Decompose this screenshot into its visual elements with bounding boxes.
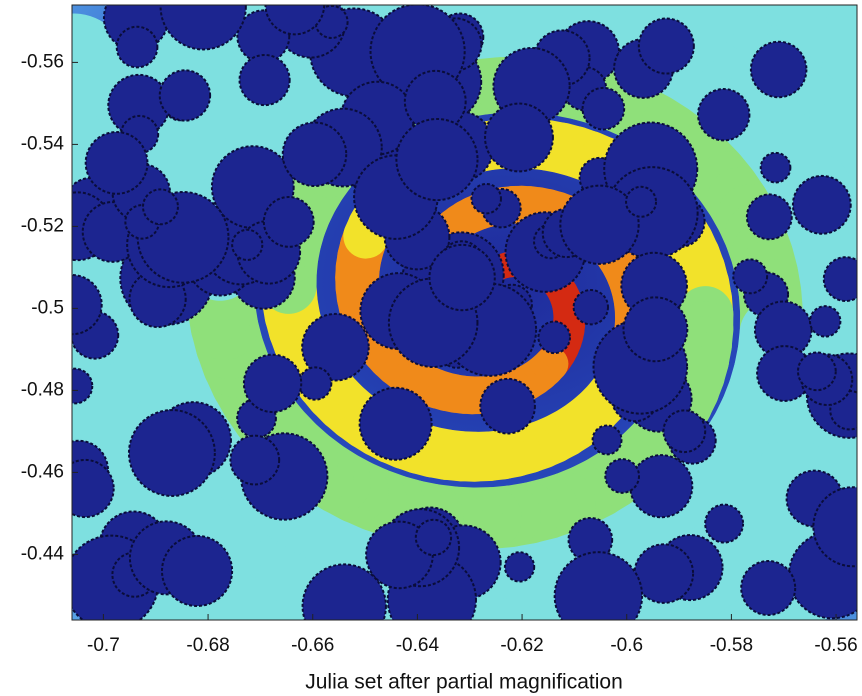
- fractal-blob: [634, 544, 693, 603]
- fractal-blob: [538, 322, 570, 354]
- fractal-blob: [741, 561, 795, 615]
- x-tick-label: -0.58: [710, 635, 753, 656]
- fractal-blob: [416, 520, 451, 555]
- fractal-blob: [472, 184, 501, 213]
- fractal-blob: [396, 119, 477, 200]
- y-tick-label: -0.52: [21, 215, 64, 236]
- fractal-blob: [143, 189, 178, 224]
- fractal-blob: [240, 55, 290, 105]
- fractal-blob: [605, 459, 639, 493]
- fractal-blob: [162, 536, 232, 606]
- fractal-blob: [299, 367, 331, 399]
- fractal-blob: [574, 290, 608, 324]
- fractal-blob: [583, 88, 625, 130]
- fractal-blob: [264, 197, 314, 247]
- x-tick-label: -0.56: [814, 635, 857, 656]
- fractal-blob: [429, 245, 494, 310]
- fractal-blob: [705, 505, 743, 543]
- fractal-blob: [129, 410, 215, 496]
- spiral-band: [34, 407, 47, 439]
- fractal-blob: [664, 410, 706, 452]
- spiral-band: [352, 625, 382, 633]
- fractal-blob: [698, 89, 749, 140]
- fractal-blob: [555, 552, 642, 639]
- fractal-blob: [283, 123, 346, 186]
- y-tick-label: -0.56: [21, 51, 64, 72]
- spiral-band: [268, 660, 301, 674]
- fractal-blob: [117, 27, 158, 68]
- fractal-blob: [793, 176, 851, 234]
- fractal-blob: [485, 104, 553, 172]
- y-tick-label: -0.44: [21, 543, 65, 564]
- fractal-blob: [798, 352, 836, 390]
- fractal-blob: [86, 132, 148, 194]
- x-tick-label: -0.62: [500, 635, 543, 656]
- spiral-band: [41, 99, 56, 132]
- spiral-band: [13, 270, 14, 305]
- fractal-blob: [639, 18, 694, 73]
- fractal-blob: [630, 455, 692, 517]
- fractal-blob: [593, 425, 622, 454]
- x-tick-label: -0.68: [186, 635, 229, 656]
- spiral-band: [236, 644, 268, 660]
- y-tick-label: -0.5: [31, 297, 64, 318]
- x-tick-label: -0.7: [87, 635, 120, 656]
- fractal-blob: [810, 306, 840, 336]
- fractal-blob: [232, 230, 262, 260]
- spiral-band: [564, 626, 593, 633]
- fractal-blob: [505, 552, 534, 581]
- fractal-blob: [244, 355, 301, 412]
- spiral-band: [17, 339, 24, 373]
- x-tick-label: -0.6: [610, 635, 643, 656]
- spiral-band: [13, 235, 15, 270]
- fractal-blob: [733, 259, 767, 293]
- spiral-band: [620, 672, 653, 684]
- fractal-blob: [480, 379, 535, 434]
- chart: Julia set after partial magnification -0…: [0, 0, 862, 696]
- spiral-band: [13, 305, 17, 340]
- spiral-band: [653, 658, 685, 672]
- fractal-blob: [230, 436, 279, 485]
- y-tick-label: -0.54: [21, 133, 65, 154]
- x-tick-label: -0.64: [396, 635, 440, 656]
- fractal-blob: [761, 153, 791, 183]
- fractal-blob: [751, 42, 807, 98]
- fractal-blob: [626, 187, 656, 217]
- spiral-band: [858, 135, 862, 161]
- spiral-band: [21, 166, 30, 200]
- fractal-blob: [57, 460, 114, 517]
- fractal-blob: [160, 70, 210, 120]
- fractal-blob: [623, 297, 687, 361]
- fractal-blob: [360, 388, 432, 460]
- fractal-image: [13, 0, 862, 696]
- x-tick-label: -0.66: [291, 635, 334, 656]
- y-tick-label: -0.48: [21, 379, 64, 400]
- spiral-band: [443, 641, 474, 642]
- y-tick-label: -0.46: [21, 461, 64, 482]
- fractal-blob: [747, 194, 792, 239]
- x-axis-label: Julia set after partial magnification: [305, 671, 623, 694]
